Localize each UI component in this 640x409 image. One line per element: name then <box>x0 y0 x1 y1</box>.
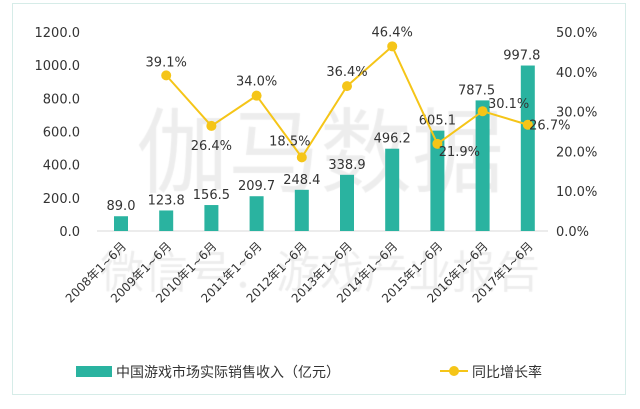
growth-data-label: 21.9% <box>439 145 480 160</box>
legend-line-label: 同比增长率 <box>472 364 542 381</box>
growth-point <box>387 41 398 52</box>
bar-data-label: 997.8 <box>503 49 540 64</box>
growth-point <box>161 70 172 81</box>
right-axis-tick: 20.0% <box>556 145 597 160</box>
growth-point <box>342 81 352 92</box>
legend-bar-label: 中国游戏市场实际销售收入（亿元） <box>116 364 340 381</box>
bar <box>114 216 128 231</box>
bar-data-label: 123.8 <box>148 193 185 208</box>
bar <box>204 205 219 231</box>
legend-line-marker <box>449 366 459 376</box>
bar-data-label: 787.5 <box>458 83 495 98</box>
left-axis-tick: 400.0 <box>43 159 80 174</box>
bar <box>430 130 445 231</box>
legend-bar-swatch <box>76 366 112 377</box>
left-axis-tick: 0.0 <box>59 225 80 240</box>
right-axis-tick: 50.0% <box>556 26 597 41</box>
growth-data-label: 26.7% <box>529 119 570 134</box>
left-axis-tick: 200.0 <box>43 192 80 207</box>
bar <box>340 174 354 231</box>
right-axis-tick: 10.0% <box>556 185 597 200</box>
bar <box>475 100 490 231</box>
growth-data-label: 18.5% <box>269 134 310 149</box>
growth-point <box>251 90 262 101</box>
growth-data-label: 34.0% <box>236 75 277 90</box>
left-axis-tick: 1000.0 <box>35 59 81 74</box>
bar-data-label: 338.9 <box>328 158 365 173</box>
bar-data-label: 496.2 <box>374 132 411 147</box>
growth-data-label: 36.4% <box>326 65 367 80</box>
bar <box>249 196 264 231</box>
bar-data-label: 209.7 <box>238 179 275 194</box>
bar-data-label: 156.5 <box>193 188 230 203</box>
bar-data-label: 248.4 <box>283 173 320 188</box>
growth-data-label: 39.1% <box>146 55 187 70</box>
growth-point <box>432 138 443 149</box>
bar <box>385 148 400 231</box>
left-axis-tick: 800.0 <box>43 92 80 107</box>
bar <box>520 65 535 232</box>
left-axis-tick: 600.0 <box>43 126 80 141</box>
growth-data-label: 26.4% <box>191 139 232 154</box>
growth-data-label: 46.4% <box>372 25 413 40</box>
bar <box>294 189 309 231</box>
bar-data-label: 89.0 <box>107 199 136 214</box>
left-axis-tick: 1200.0 <box>35 26 81 41</box>
growth-point <box>206 120 217 131</box>
growth-point <box>296 152 307 163</box>
right-axis-tick: 30.0% <box>556 106 597 121</box>
bar <box>159 210 174 231</box>
growth-data-label: 30.1% <box>488 97 529 112</box>
growth-point <box>477 106 488 117</box>
growth-point <box>522 119 533 130</box>
right-axis-tick: 0.0% <box>556 225 589 240</box>
right-axis-tick: 40.0% <box>556 66 597 81</box>
